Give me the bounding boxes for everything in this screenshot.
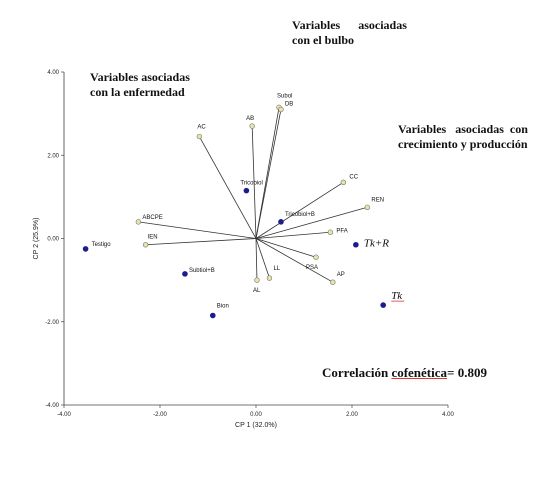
variable-vectors: [138, 107, 368, 283]
enfermedad-annotation-line2: con la enfermedad: [90, 85, 185, 99]
vector-ac: [199, 136, 257, 239]
crecimiento-annotation-line1: Variables asociadas con: [398, 122, 528, 136]
variable-label: REN: [371, 197, 384, 203]
variable-point: [196, 133, 203, 140]
treatment-label: Subtiol+B: [189, 268, 215, 274]
treatment-point: [353, 241, 359, 248]
correlation-label: Correlación: [322, 365, 389, 380]
variable-point: [340, 179, 347, 186]
variable-label: CC: [349, 174, 358, 180]
bulbo-annotation-line2: con el bulbo: [292, 33, 355, 47]
crecimiento-annotation: Variables asociadas con crecimiento y pr…: [398, 122, 528, 152]
x-tick-label: 2.00: [346, 412, 358, 418]
variable-point: [313, 254, 319, 260]
chart-labels: Subol DB AB AC CC REN PFA PSA AP LL AL ABCPE IEN Tric…: [92, 93, 405, 310]
vector-db: [255, 109, 282, 239]
cophenetic-correlation: Correlación cofenética= 0.809: [322, 365, 487, 380]
variable-label: AB: [246, 116, 254, 122]
vector-psa: [255, 238, 317, 258]
variable-point: [330, 279, 336, 285]
vector-al: [255, 238, 258, 281]
vector-cc: [255, 181, 344, 239]
variable-point: [278, 106, 284, 113]
variable-label: AL: [253, 288, 261, 294]
variable-point: [327, 229, 334, 235]
treatment-label: Testigo: [92, 242, 112, 248]
variable-label: DB: [285, 101, 293, 107]
variable-point: [135, 219, 142, 225]
enfermedad-annotation-line1: Variables asociadas: [90, 70, 190, 84]
x-tick-label: 4.00: [442, 412, 454, 418]
y-tick-label: 2.00: [47, 153, 59, 159]
vector-ren: [255, 206, 368, 239]
x-tick-label: -2.00: [153, 412, 167, 418]
y-tick-label: 0.00: [47, 237, 59, 243]
treatment-point: [278, 219, 284, 225]
variable-label: AP: [337, 272, 345, 278]
vector-pfa: [255, 231, 331, 239]
variable-point: [266, 275, 273, 281]
enfermedad-annotation: Variables asociadas con la enfermedad: [90, 70, 190, 100]
correlation-word: cofenética: [391, 365, 448, 380]
bulbo-annotation: Variables asociadas con el bulbo: [292, 18, 422, 48]
treatment-point: [210, 312, 216, 319]
y-axis-label: CP 2 (25.9%): [33, 218, 40, 260]
variable-label: AC: [197, 125, 206, 131]
treatment-label: Tk: [391, 290, 403, 302]
bulbo-annotation-line1: Variables asociadas: [292, 18, 407, 32]
correlation-value: = 0.809: [447, 365, 487, 380]
variable-label: IEN: [148, 235, 158, 241]
x-tick-label: -4.00: [57, 412, 71, 418]
vector-abcpe: [138, 221, 257, 239]
variable-point: [142, 242, 149, 248]
variable-label: PFA: [336, 228, 347, 234]
treatment-point: [182, 271, 188, 277]
treatment-label: Tricobiol: [240, 181, 262, 187]
x-tick-label: 0.00: [250, 412, 262, 418]
variable-label: Subol: [277, 93, 292, 99]
x-axis-label: CP 1 (32.0%): [235, 422, 277, 429]
variable-point: [364, 204, 371, 210]
treatment-point: [243, 187, 250, 194]
variable-label: LL: [273, 266, 280, 272]
vector-ap: [255, 238, 333, 283]
vector-ab: [251, 126, 257, 239]
treatment-label: Tk+R: [364, 238, 389, 250]
vector-ll: [255, 238, 270, 279]
treatment-label: Bion: [217, 304, 229, 310]
treatment-label: Tricobiol+B: [285, 212, 315, 218]
y-tick-label: 4.00: [47, 70, 59, 76]
chart-axes: -4.00 -2.00 0.00 2.00 4.00 4.00 2.00 0.00 -2.00 -…: [33, 70, 454, 429]
crecimiento-annotation-line2: crecimiento y producción: [398, 137, 528, 151]
y-tick-label: -4.00: [45, 403, 59, 409]
treatment-point: [380, 302, 387, 308]
treatment-point: [82, 246, 89, 252]
variable-point: [254, 277, 260, 283]
variable-label: PSA: [306, 265, 318, 271]
vector-ien: [145, 238, 257, 246]
variable-point: [249, 123, 255, 129]
chart-points: [82, 104, 387, 319]
y-tick-label: -2.00: [45, 320, 59, 326]
variable-label: ABCPE: [142, 215, 162, 221]
